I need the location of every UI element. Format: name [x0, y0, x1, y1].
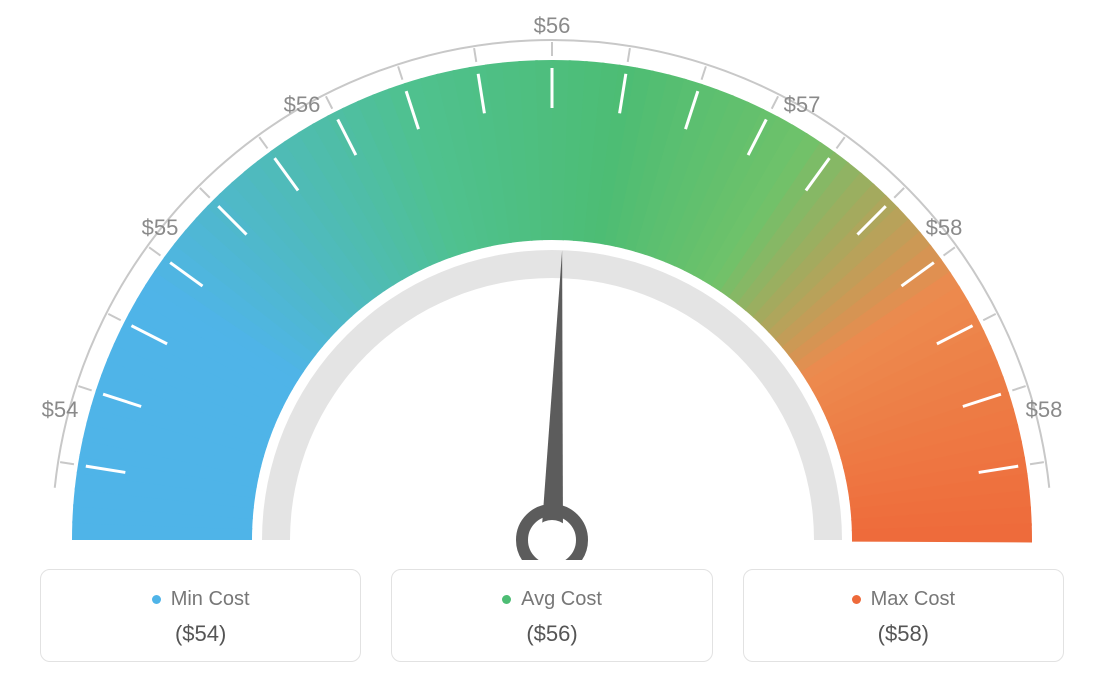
legend-title-max: Max Cost [852, 588, 955, 611]
dot-icon-max [852, 595, 861, 604]
legend-label-max: Max Cost [871, 588, 955, 611]
legend-value-min: ($54) [51, 621, 350, 647]
gauge-svg [0, 0, 1104, 560]
dot-icon-min [152, 595, 161, 604]
legend-title-avg: Avg Cost [502, 588, 602, 611]
gauge-chart: $54 $55 $56 $56 $57 $58 $58 [0, 0, 1104, 560]
gauge-tick-label: $56 [534, 13, 571, 39]
gauge-tick-label: $56 [284, 92, 321, 118]
legend-card-avg: Avg Cost ($56) [391, 569, 712, 662]
legend-card-min: Min Cost ($54) [40, 569, 361, 662]
gauge-tick-label: $55 [142, 215, 179, 241]
legend-label-avg: Avg Cost [521, 588, 602, 611]
legend-value-avg: ($56) [402, 621, 701, 647]
dot-icon-avg [502, 595, 511, 604]
legend-value-max: ($58) [754, 621, 1053, 647]
legend-title-min: Min Cost [152, 588, 250, 611]
legend-row: Min Cost ($54) Avg Cost ($56) Max Cost (… [40, 569, 1064, 662]
gauge-tick-label: $58 [926, 215, 963, 241]
legend-label-min: Min Cost [171, 588, 250, 611]
legend-card-max: Max Cost ($58) [743, 569, 1064, 662]
gauge-tick-label: $58 [1026, 397, 1063, 423]
gauge-tick-label: $54 [42, 397, 79, 423]
gauge-tick-label: $57 [784, 92, 821, 118]
